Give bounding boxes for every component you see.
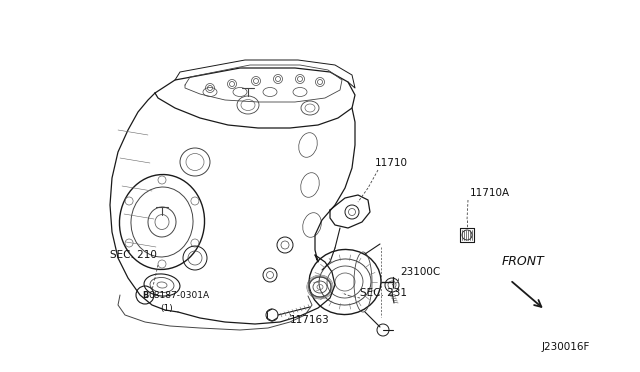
Text: 23100C: 23100C xyxy=(400,267,440,277)
Text: B: B xyxy=(142,291,148,299)
Text: J230016F: J230016F xyxy=(541,342,590,352)
Text: SEC. 210: SEC. 210 xyxy=(110,250,157,260)
Text: 08187-0301A: 08187-0301A xyxy=(148,291,209,300)
Text: SEC. 231: SEC. 231 xyxy=(360,288,407,298)
Text: 117163: 117163 xyxy=(290,315,330,325)
Text: 11710A: 11710A xyxy=(470,188,510,198)
Text: (1): (1) xyxy=(160,304,173,313)
Text: FRONT: FRONT xyxy=(502,255,545,268)
Text: 11710: 11710 xyxy=(375,158,408,168)
